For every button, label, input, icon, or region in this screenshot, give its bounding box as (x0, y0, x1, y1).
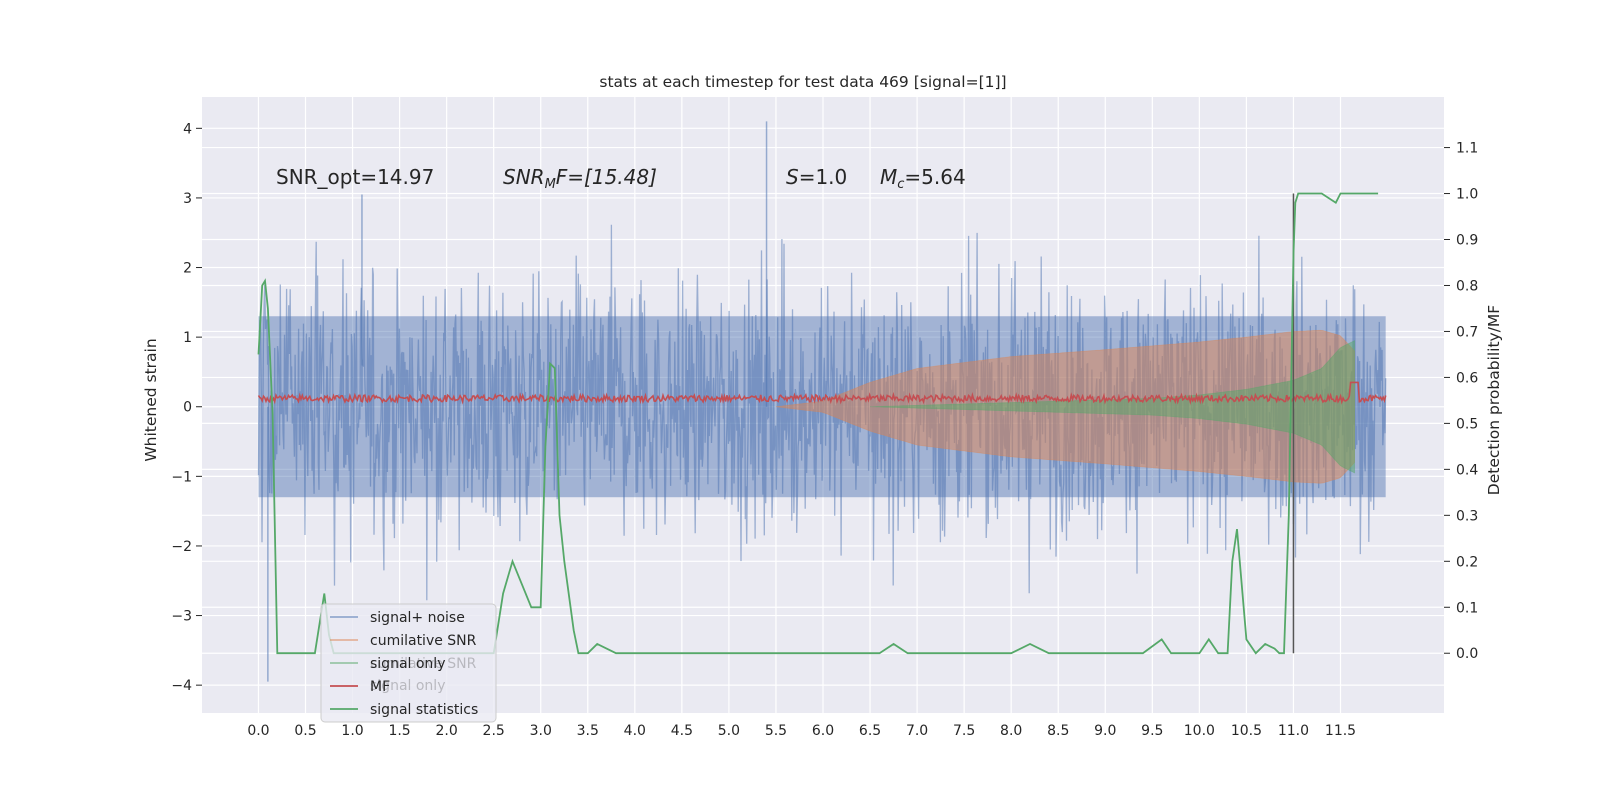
x-tick-label: 10.0 (1184, 723, 1215, 739)
legend-entry-label: cumilative SNR (370, 633, 477, 649)
x-tick-label: 1.5 (388, 723, 410, 739)
x-tick-label: 0.5 (294, 723, 316, 739)
y-right-tick-label: 0.5 (1456, 416, 1478, 432)
annotation-mc: Mc=5.64 (880, 165, 966, 192)
annotation-snr-opt: SNR_opt=14.97 (276, 165, 434, 189)
x-tick-label: 10.5 (1231, 723, 1262, 739)
y-tick-label: 1 (183, 330, 192, 346)
y-right-tick-label: 0.9 (1456, 233, 1478, 249)
y-right-tick-label: 1.0 (1456, 187, 1478, 203)
y-right-tick-label: 1.1 (1456, 141, 1478, 157)
x-tick-label: 4.0 (624, 723, 646, 739)
y-tick-label: −1 (171, 469, 192, 485)
legend-ghost-label: cumilative SNR (370, 656, 477, 672)
y-axis-right-label: Detection probability/MF (1485, 305, 1503, 496)
legend-ghost-label: signal only (370, 678, 445, 694)
y-tick-label: 0 (183, 400, 192, 416)
y-tick-label: −3 (171, 609, 192, 625)
legend-entry-label: signal statistics (370, 702, 478, 718)
x-tick-label: 2.5 (483, 723, 505, 739)
x-tick-label: 7.0 (906, 723, 928, 739)
y-right-tick-label: 0.2 (1456, 554, 1478, 570)
series-mf (257, 381, 1387, 405)
y-tick-label: 3 (183, 191, 192, 207)
x-tick-label: 11.5 (1325, 723, 1356, 739)
y-right-tick-label: 0.7 (1456, 324, 1478, 340)
legend-box (320, 603, 497, 723)
series-signal-only (869, 339, 1355, 474)
x-tick-label: 5.5 (765, 723, 787, 739)
x-tick-label: 11.0 (1278, 723, 1309, 739)
legend-entry-label: signal only (370, 656, 445, 672)
series-signal-noise (257, 224, 1387, 601)
x-tick-label: 6.5 (859, 723, 881, 739)
x-tick-label: 3.5 (577, 723, 599, 739)
legend: cumilative SNR signal only signal+ noise… (320, 603, 497, 723)
x-tick-label: 1.0 (341, 723, 363, 739)
legend-entry-label: MF (370, 679, 390, 695)
y-tick-label: 2 (183, 261, 192, 277)
x-tick-label: 8.5 (1047, 723, 1069, 739)
annotation-snr-mf: SNRMF=[15.48] (503, 165, 657, 192)
y-right-tick-label: 0.0 (1456, 646, 1478, 662)
y-tick-label: −2 (171, 539, 192, 555)
legend-entry-label: signal+ noise (370, 610, 465, 626)
x-tick-label: 5.0 (718, 723, 740, 739)
y-right-tick-label: 0.6 (1456, 370, 1478, 386)
x-tick-label: 9.5 (1141, 723, 1163, 739)
x-tick-label: 2.0 (436, 723, 458, 739)
y-axis-label: Whitened strain (142, 338, 160, 461)
chart-title: stats at each timestep for test data 469… (599, 73, 1006, 91)
x-tick-label: 7.5 (953, 723, 975, 739)
x-tick-label: 6.0 (812, 723, 834, 739)
y-tick-label: 4 (183, 121, 192, 137)
x-tick-label: 3.0 (530, 723, 552, 739)
y-right-tick-label: 0.1 (1456, 600, 1478, 616)
y-right-tick-label: 0.4 (1456, 462, 1478, 478)
x-tick-label: 8.0 (1000, 723, 1022, 739)
x-tick-label: 9.0 (1094, 723, 1116, 739)
x-tick-label: 0.0 (247, 723, 269, 739)
y-right-tick-label: 0.8 (1456, 278, 1478, 294)
y-right-tick-label: 0.3 (1456, 508, 1478, 524)
tick-labels: 0.0 0.5 1.0 1.5 2.0 2.5 3.0 3.5 4.0 4.5 5.0 5.5 6.0 6… (171, 121, 1478, 739)
x-tick-label: 4.5 (671, 723, 693, 739)
annotation-s: S=1.0 (786, 165, 847, 189)
series-layer (257, 121, 1387, 682)
y-tick-label: −4 (171, 678, 192, 694)
